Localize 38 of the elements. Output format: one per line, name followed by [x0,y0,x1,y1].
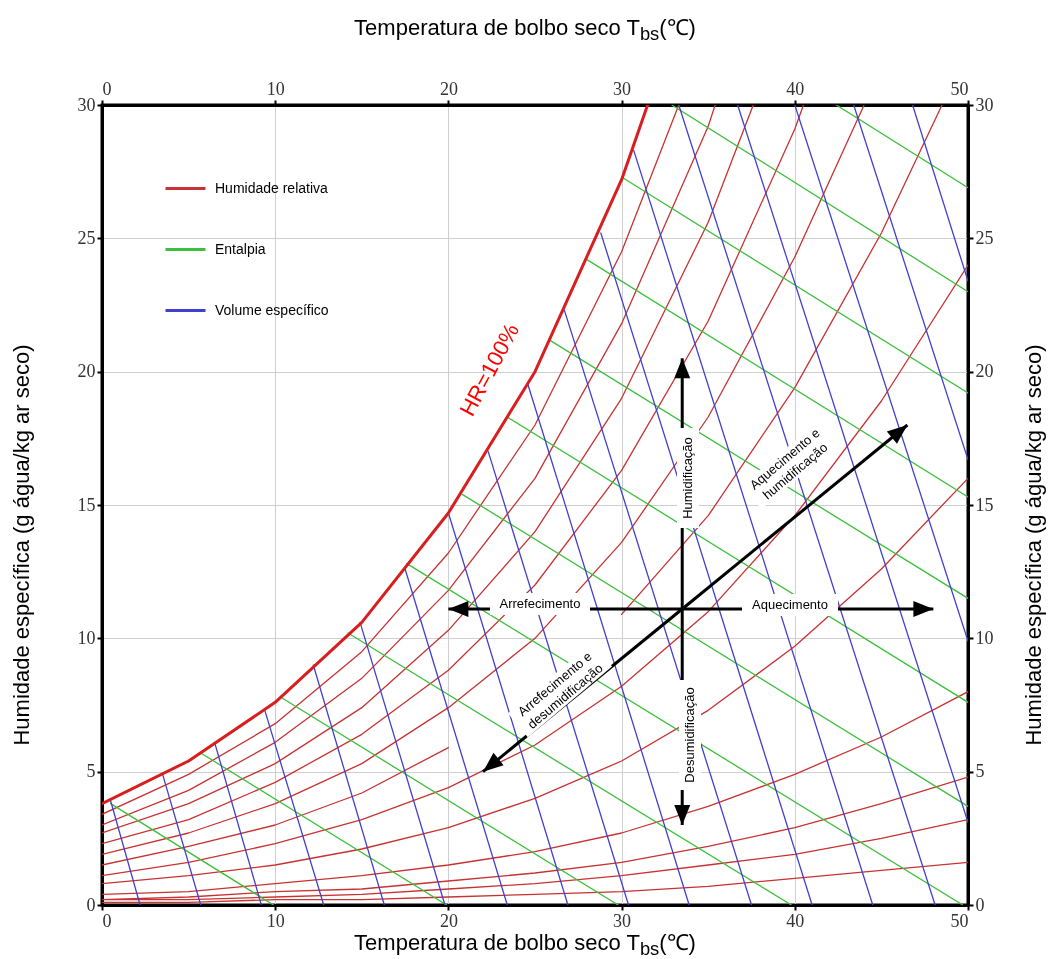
y-tick-label: 5 [86,761,96,782]
y2-tick-label: 0 [975,894,985,915]
y2-tick-label: 20 [975,361,994,382]
y-tick-label: 30 [77,94,96,115]
x-tick-label: 50 [950,910,969,931]
x2-tick-label: 10 [266,78,285,99]
x2-tick-label: 40 [786,78,805,99]
y-tick-label: 10 [77,627,96,648]
legend-label: Humidade relativa [215,179,329,196]
x-tick-label: 10 [266,910,285,931]
annotation: Desumidificação [679,680,701,790]
y-tick-label: 0 [86,894,96,915]
x-axis-title: Temperatura de bolbo seco T$_{bs}$(℃) [354,928,696,959]
x2-tick-label: 30 [613,78,632,99]
y2-axis-title: Humidade específica (g água/kg ar seco) [1021,344,1047,746]
x-tick-label: 20 [439,910,458,931]
x2-tick-label: 0 [102,78,112,99]
x-tick-label: 0 [102,910,112,931]
y-tick-label: 15 [77,494,96,515]
x2-tick-label: 50 [950,78,969,99]
annotation: Aquecimento [742,594,838,616]
y-axis-title: Humidade específica (g água/kg ar seco) [9,344,35,746]
x-tick-label: 40 [786,910,805,931]
x2-tick-label: 20 [439,78,458,99]
y2-tick-label: 25 [975,227,994,248]
y2-tick-label: 10 [975,627,994,648]
x-tick-label: 30 [613,910,632,931]
y2-tick-label: 30 [975,94,994,115]
annotation: Arrefecimento [490,593,590,615]
y-tick-label: 25 [77,227,96,248]
legend-label: Entalpia [215,240,266,257]
y2-tick-label: 5 [975,761,985,782]
legend-label: Volume específico [215,301,329,318]
line-series [102,105,650,806]
y-tick-label: 20 [77,361,96,382]
annotation: Humidificação [677,428,699,528]
y2-tick-label: 15 [975,494,994,515]
x2-axis-title: Temperatura de bolbo seco T$_{bs}$(℃) [354,13,696,46]
